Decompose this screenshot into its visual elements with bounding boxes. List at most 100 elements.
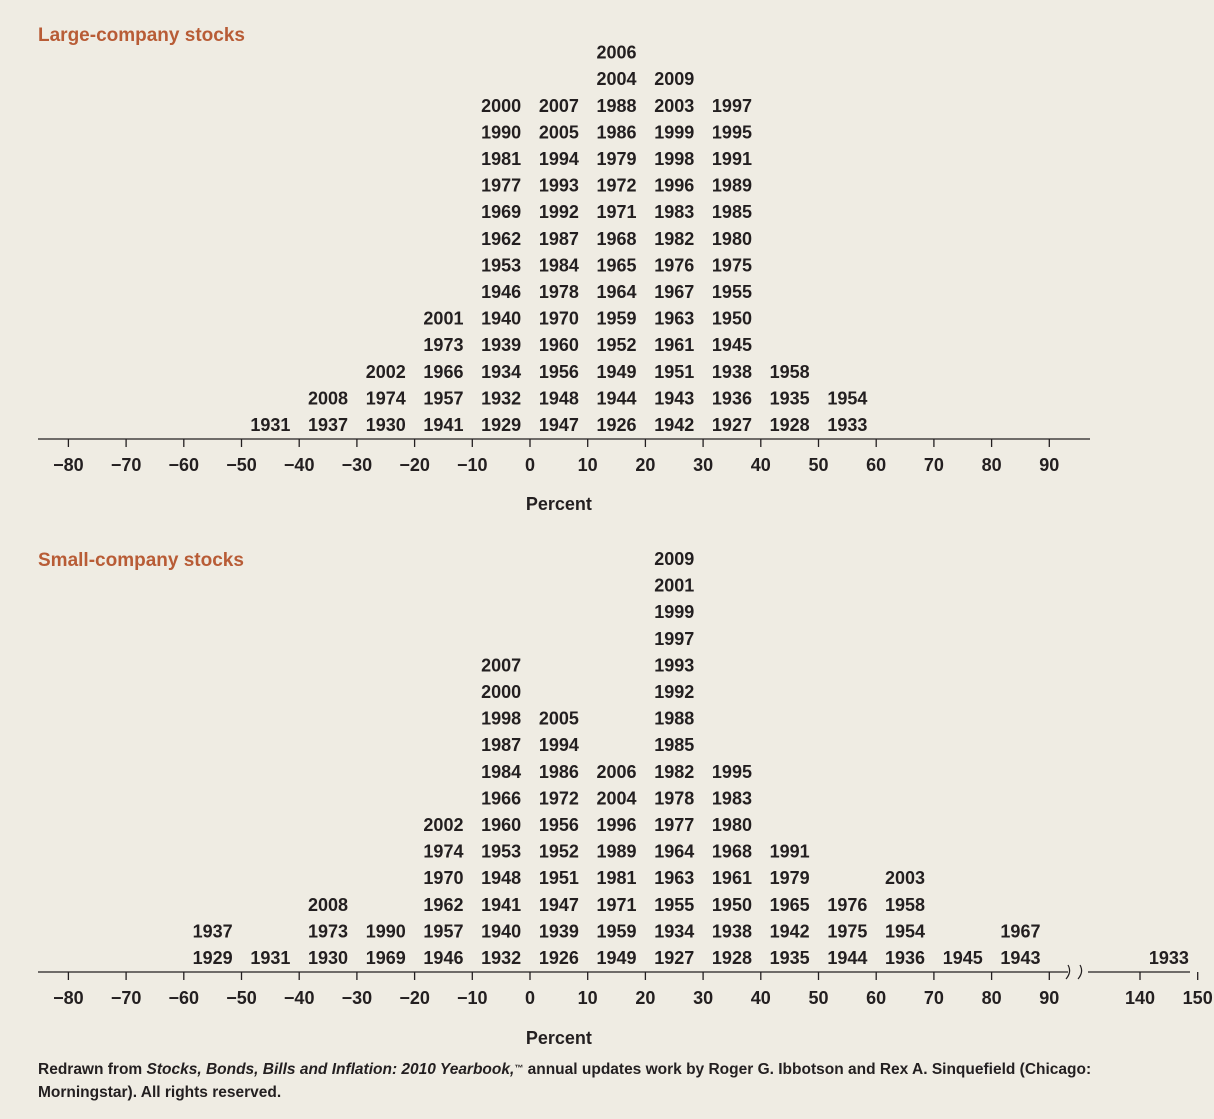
large-year-label: 1928	[770, 415, 810, 435]
large-year-label: 1987	[539, 229, 579, 249]
small-year-label: 1996	[597, 815, 637, 835]
small-year-label: 1979	[770, 868, 810, 888]
small-year-label: 1972	[539, 788, 579, 808]
small-chart-title: Small-company stocks	[38, 550, 244, 571]
large-year-label: 1948	[539, 388, 579, 408]
small-year-label: 1938	[712, 921, 752, 941]
large-year-label: 1966	[423, 362, 463, 382]
large-year-label: 1993	[539, 176, 579, 196]
small-year-label: 1936	[885, 948, 925, 968]
small-year-label: 1948	[481, 868, 521, 888]
small-year-label: 1985	[654, 735, 694, 755]
small-year-label: 2008	[308, 895, 348, 915]
large-year-label: 2005	[539, 122, 579, 142]
small-year-label: 1928	[712, 948, 752, 968]
small-x-tick-label: 80	[982, 988, 1002, 1008]
small-year-label: 1934	[654, 921, 694, 941]
large-year-label: 1939	[481, 335, 521, 355]
small-x-tick-label: 10	[578, 988, 598, 1008]
large-year-label: 1955	[712, 282, 752, 302]
large-year-label: 1943	[654, 388, 694, 408]
small-year-label: 1986	[539, 762, 579, 782]
large-x-tick-label: −50	[226, 455, 257, 475]
small-x-tick-label: 50	[808, 988, 828, 1008]
source-note: Redrawn from Stocks, Bonds, Bills and In…	[38, 1058, 1188, 1104]
large-year-label: 1942	[654, 415, 694, 435]
small-year-label: 1984	[481, 762, 521, 782]
small-year-label: 1969	[366, 948, 406, 968]
small-x-tick-label: −30	[342, 988, 373, 1008]
large-year-label: 1962	[481, 229, 521, 249]
small-x-tick-label: 20	[635, 988, 655, 1008]
small-year-label: 2006	[597, 762, 637, 782]
small-axis-break-mark-1	[1065, 964, 1071, 980]
small-year-label: 1958	[885, 895, 925, 915]
small-year-label: 1991	[770, 842, 810, 862]
large-year-label: 1950	[712, 309, 752, 329]
small-year-label: 2009	[654, 549, 694, 569]
small-year-label: 1963	[654, 868, 694, 888]
small-year-label: 1940	[481, 921, 521, 941]
small-x-tick-label: −20	[399, 988, 430, 1008]
small-year-label: 2004	[597, 788, 637, 808]
small-year-label: 1962	[423, 895, 463, 915]
small-year-label: 1988	[654, 709, 694, 729]
small-x-axis-label: Percent	[526, 1028, 592, 1048]
small-year-label: 1944	[827, 948, 867, 968]
large-year-label: 1977	[481, 176, 521, 196]
small-x-tick-label: −40	[284, 988, 315, 1008]
large-year-label: 1940	[481, 309, 521, 329]
small-year-label: 1983	[712, 788, 752, 808]
large-x-tick-label: −80	[53, 455, 84, 475]
large-x-tick-label: −30	[342, 455, 373, 475]
small-year-label: 1976	[827, 895, 867, 915]
small-year-label: 1994	[539, 735, 579, 755]
large-x-axis-label: Percent	[526, 494, 592, 514]
large-x-tick-label: 80	[982, 455, 1002, 475]
small-year-label: 1960	[481, 815, 521, 835]
large-year-label: 1941	[423, 415, 463, 435]
large-x-tick-label: −60	[169, 455, 200, 475]
large-year-label: 1981	[481, 149, 521, 169]
source-rest: annual updates work by Roger G. Ibbotson…	[38, 1061, 1092, 1101]
large-year-label: 1997	[712, 96, 752, 116]
small-year-label: 1941	[481, 895, 521, 915]
large-x-tick-label: 60	[866, 455, 886, 475]
large-year-label: 1926	[597, 415, 637, 435]
large-x-tick-label: −70	[111, 455, 142, 475]
large-x-tick-label: −20	[399, 455, 430, 475]
large-year-label: 1975	[712, 255, 752, 275]
large-year-label: 2009	[654, 69, 694, 89]
small-year-label: 1937	[193, 921, 233, 941]
large-year-label: 1959	[597, 309, 637, 329]
small-x-tick-label: 0	[525, 988, 535, 1008]
large-x-tick-label: 30	[693, 455, 713, 475]
large-year-label: 1982	[654, 229, 694, 249]
small-year-label: 1952	[539, 842, 579, 862]
small-x-tick-label: 70	[924, 988, 944, 1008]
large-year-label: 1946	[481, 282, 521, 302]
small-year-label: 1968	[712, 842, 752, 862]
small-x-tick-label: 90	[1039, 988, 1059, 1008]
large-year-label: 1938	[712, 362, 752, 382]
large-year-label: 1996	[654, 176, 694, 196]
large-year-label: 1990	[481, 122, 521, 142]
large-year-label: 1929	[481, 415, 521, 435]
small-year-label: 1998	[481, 709, 521, 729]
small-year-label: 1926	[539, 948, 579, 968]
large-x-tick-label: 70	[924, 455, 944, 475]
small-year-label: 1946	[423, 948, 463, 968]
small-year-label: 1975	[827, 921, 867, 941]
small-x-tick-label: −50	[226, 988, 257, 1008]
small-year-label: 1997	[654, 629, 694, 649]
small-year-label: 1930	[308, 948, 348, 968]
large-year-label: 1967	[654, 282, 694, 302]
large-year-label: 1974	[366, 388, 406, 408]
small-x-tick-label: 40	[751, 988, 771, 1008]
small-year-label: 1971	[597, 895, 637, 915]
small-year-label: 1932	[481, 948, 521, 968]
small-year-label: 1933	[1149, 948, 1189, 968]
small-year-label: 1950	[712, 895, 752, 915]
